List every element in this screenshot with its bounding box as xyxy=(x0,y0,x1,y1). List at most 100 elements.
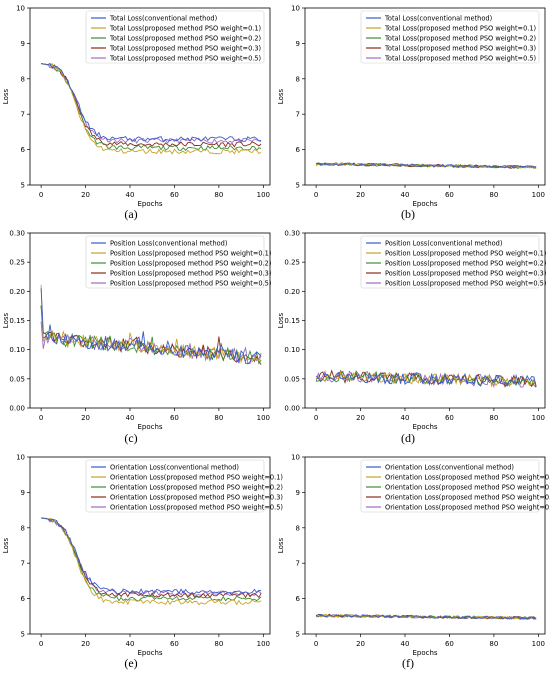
x-tick-label: 0 xyxy=(39,640,43,648)
x-tick-label: 80 xyxy=(489,191,498,199)
y-tick-label: 6 xyxy=(296,595,301,603)
legend-box xyxy=(360,459,540,513)
panel-caption: (c) xyxy=(124,431,137,445)
x-tick-label: 0 xyxy=(39,414,43,422)
y-tick-label: 0.30 xyxy=(9,230,25,238)
y-tick-label: 5 xyxy=(296,182,300,190)
x-tick-label: 100 xyxy=(532,414,545,422)
legend-entry: Orientation Loss(proposed method PSO wei… xyxy=(110,504,283,512)
y-tick-label: 0.05 xyxy=(284,375,300,383)
x-tick-label: 100 xyxy=(257,191,270,199)
y-tick-label: 9 xyxy=(21,40,25,48)
legend-entry: Orientation Loss(conventional method) xyxy=(385,464,514,472)
legend-entry: Total Loss(proposed method PSO weight=0.… xyxy=(384,45,536,53)
legend-entry: Total Loss(proposed method PSO weight=0.… xyxy=(109,25,261,33)
y-tick-label: 9 xyxy=(21,489,25,497)
x-axis-label: Epochs xyxy=(137,649,162,657)
legend-box xyxy=(360,10,540,64)
x-axis-label: Epochs xyxy=(412,200,437,208)
series-line-w01 xyxy=(41,517,262,606)
legend-entry: Orientation Loss(proposed method PSO wei… xyxy=(385,474,550,482)
x-tick-label: 0 xyxy=(314,640,318,648)
x-tick-label: 0 xyxy=(39,191,43,199)
legend-entry: Total Loss(conventional method) xyxy=(384,15,492,23)
legend-entry: Total Loss(proposed method PSO weight=0.… xyxy=(109,55,261,63)
legend-box xyxy=(360,235,540,289)
legend-entry: Total Loss(proposed method PSO weight=0.… xyxy=(384,35,536,43)
x-tick-label: 100 xyxy=(532,640,545,648)
y-tick-label: 8 xyxy=(296,75,300,83)
x-tick-label: 60 xyxy=(445,640,454,648)
y-tick-label: 8 xyxy=(21,75,25,83)
y-tick-label: 0.00 xyxy=(9,405,25,413)
legend-entry: Position Loss(proposed method PSO weight… xyxy=(110,280,271,288)
panel-caption: (b) xyxy=(401,207,415,221)
legend-entry: Total Loss(proposed method PSO weight=0.… xyxy=(384,55,536,63)
x-tick-label: 40 xyxy=(401,191,410,199)
x-tick-label: 60 xyxy=(445,191,454,199)
y-tick-label: 7 xyxy=(296,560,300,568)
series-line-w03 xyxy=(41,63,262,148)
x-tick-label: 40 xyxy=(401,414,410,422)
panel-caption: (d) xyxy=(401,431,415,445)
y-tick-label: 8 xyxy=(21,524,25,532)
x-tick-label: 20 xyxy=(81,191,90,199)
legend-entry: Position Loss(proposed method PSO weight… xyxy=(385,270,546,278)
x-tick-label: 60 xyxy=(170,414,179,422)
x-tick-label: 100 xyxy=(257,414,270,422)
x-tick-label: 20 xyxy=(81,640,90,648)
legend-entry: Orientation Loss(conventional method) xyxy=(110,464,239,472)
panel-caption: (e) xyxy=(124,656,137,670)
y-tick-label: 6 xyxy=(21,146,26,154)
x-tick-label: 100 xyxy=(532,191,545,199)
y-tick-label: 5 xyxy=(21,182,25,190)
chart-panel-a: 0 20 40 60 80 100 5 6 7 8 9 10 Epochs Loss Total Loss(… xyxy=(2,5,271,208)
series-line-conventional xyxy=(315,613,537,620)
legend-entry: Position Loss(proposed method PSO weight… xyxy=(385,260,546,268)
y-axis-label: Loss xyxy=(2,88,10,104)
y-tick-label: 0.10 xyxy=(284,346,300,354)
legend-entry: Position Loss(conventional method) xyxy=(385,240,502,248)
y-tick-label: 10 xyxy=(291,5,300,13)
legend-entry: Position Loss(proposed method PSO weight… xyxy=(110,260,271,268)
y-tick-label: 0.20 xyxy=(284,288,300,296)
chart-panel-e: 0 20 40 60 80 100 5 6 7 8 9 10 Epochs Loss Orientation… xyxy=(2,454,283,658)
legend-entry: Position Loss(proposed method PSO weight… xyxy=(385,280,546,288)
y-tick-label: 6 xyxy=(21,595,26,603)
panel-caption: (a) xyxy=(124,207,137,221)
legend-entry: Orientation Loss(proposed method PSO wei… xyxy=(110,474,283,482)
series-line-conventional xyxy=(316,162,537,169)
y-axis-label: Loss xyxy=(277,537,285,553)
x-tick-label: 40 xyxy=(401,640,410,648)
legend-entry: Position Loss(conventional method) xyxy=(110,240,227,248)
y-tick-label: 7 xyxy=(296,111,300,119)
x-tick-label: 60 xyxy=(170,191,179,199)
legend-entry: Total Loss(proposed method PSO weight=0.… xyxy=(109,45,261,53)
legend-box xyxy=(85,459,265,513)
x-tick-label: 20 xyxy=(356,191,365,199)
y-tick-label: 7 xyxy=(21,111,25,119)
series-line-w01 xyxy=(40,284,262,364)
y-axis-label: Loss xyxy=(2,312,10,328)
legend-entry: Position Loss(proposed method PSO weight… xyxy=(110,270,271,278)
legend-entry: Orientation Loss(proposed method PSO wei… xyxy=(385,484,550,492)
x-tick-label: 60 xyxy=(170,640,179,648)
x-tick-label: 20 xyxy=(356,640,365,648)
y-tick-label: 0.20 xyxy=(9,288,25,296)
x-tick-label: 100 xyxy=(257,640,270,648)
legend-entry: Position Loss(proposed method PSO weight… xyxy=(110,250,271,258)
chart-panel-b: 0 20 40 60 80 100 5 6 7 8 9 10 Epochs Loss Total Loss(… xyxy=(277,5,546,208)
y-axis-label: Loss xyxy=(277,312,285,328)
y-tick-label: 9 xyxy=(296,40,300,48)
y-tick-label: 10 xyxy=(16,454,25,462)
legend-entry: Orientation Loss(proposed method PSO wei… xyxy=(110,484,283,492)
series-line-conventional xyxy=(40,288,262,365)
y-tick-label: 5 xyxy=(21,631,25,639)
x-tick-label: 0 xyxy=(314,414,318,422)
x-tick-label: 40 xyxy=(126,640,135,648)
legend-entry: Total Loss(proposed method PSO weight=0.… xyxy=(384,25,536,33)
legend-entry: Total Loss(proposed method PSO weight=0.… xyxy=(109,35,261,43)
legend-entry: Position Loss(proposed method PSO weight… xyxy=(385,250,546,258)
y-tick-label: 0.10 xyxy=(9,346,25,354)
legend-entry: Orientation Loss(proposed method PSO wei… xyxy=(385,504,550,512)
